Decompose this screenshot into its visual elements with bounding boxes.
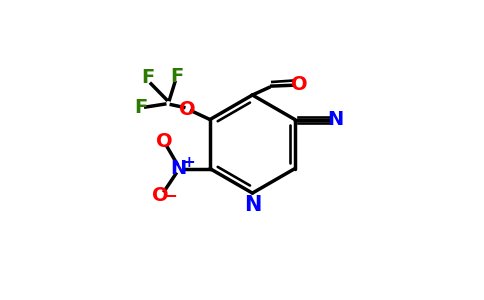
Text: O: O (152, 186, 168, 205)
Text: O: O (155, 132, 172, 151)
Text: +: + (182, 155, 195, 170)
Text: O: O (291, 75, 307, 94)
Text: O: O (180, 100, 196, 118)
Text: N: N (170, 159, 187, 178)
Text: F: F (134, 98, 147, 117)
Text: N: N (244, 196, 261, 215)
Text: F: F (171, 67, 184, 86)
Text: F: F (141, 68, 155, 87)
Text: −: − (163, 186, 177, 204)
Text: N: N (328, 110, 344, 129)
